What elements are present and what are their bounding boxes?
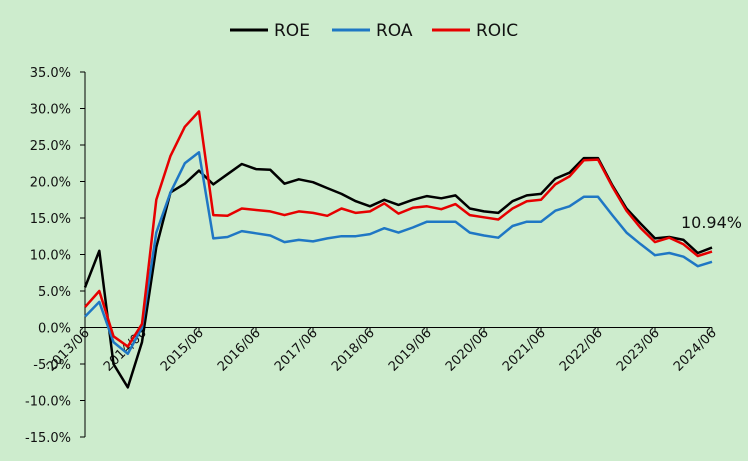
y-tick-label: 10.0% (30, 249, 71, 264)
legend-label-roa: ROA (376, 21, 413, 41)
y-tick-label: 15.0% (30, 212, 71, 227)
series-line-roa (84, 151, 713, 356)
x-tick-label: 2022/06 (557, 326, 606, 375)
x-tick-label: 2019/06 (386, 326, 435, 375)
y-tick-label: 35.0% (30, 66, 71, 81)
y-tick-label: 5.0% (38, 285, 71, 300)
y-tick-label: -15.0% (25, 431, 71, 446)
annotations: 10.94% (681, 213, 742, 232)
y-tick-label: 20.0% (30, 176, 71, 191)
legend-label-roe: ROE (274, 21, 310, 41)
x-tick-label: 2023/06 (614, 326, 663, 375)
y-tick-label: -10.0% (25, 395, 71, 410)
series-lines (83, 110, 713, 389)
y-tick-label: -5.0% (33, 358, 71, 373)
legend: ROE ROA ROIC (230, 21, 518, 41)
last-value-annotation: 10.94% (681, 213, 742, 232)
legend-label-roic: ROIC (476, 21, 518, 41)
x-tick-label: 2020/06 (443, 326, 492, 375)
y-tick-label: 25.0% (30, 139, 71, 154)
x-tick-label: 2016/06 (215, 326, 264, 375)
y-tick-label: 30.0% (30, 103, 71, 118)
x-tick-label: 2015/06 (158, 326, 207, 375)
y-tick-label: 0.0% (38, 322, 71, 337)
x-tick-label: 2021/06 (500, 326, 549, 375)
x-tick-label: 2024/06 (671, 326, 720, 375)
x-tick-label: 2017/06 (272, 326, 321, 375)
series-line-roic (84, 110, 713, 348)
x-tick-label: 2018/06 (329, 326, 378, 375)
axes: 35.0% 30.0% 25.0% 20.0% 15.0% 10.0% 5.0% 0.0% -5… (25, 66, 720, 446)
